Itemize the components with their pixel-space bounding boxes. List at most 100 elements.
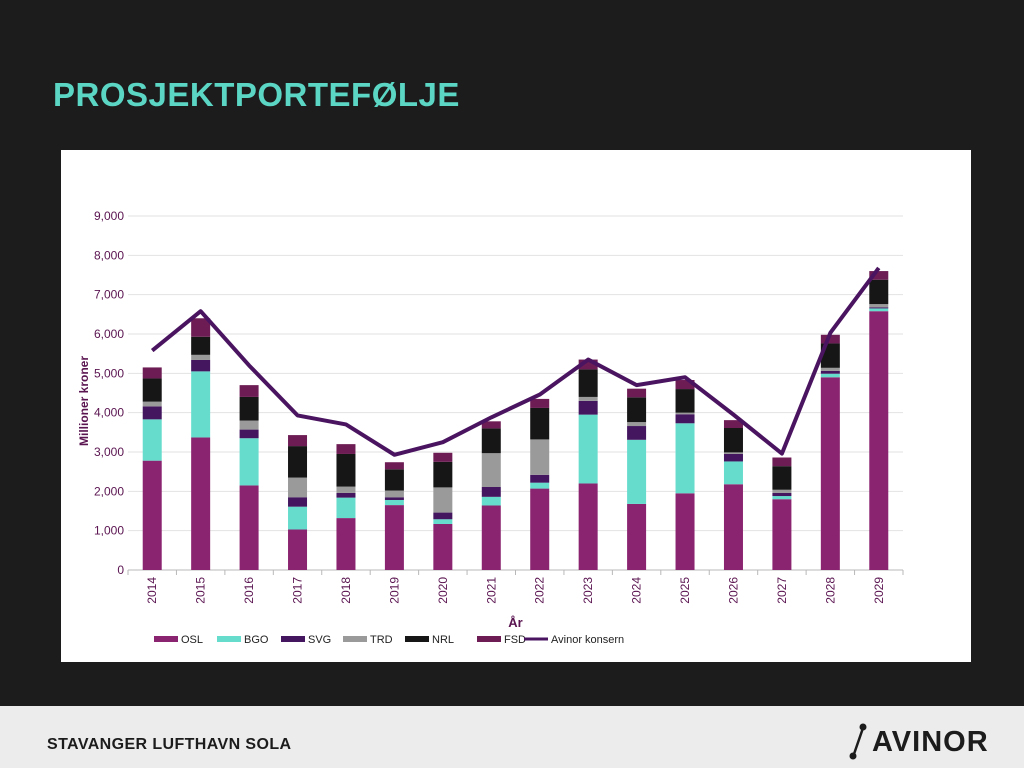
- y-tick-label: 8,000: [94, 248, 124, 262]
- bar-segment-fsd: [288, 435, 308, 447]
- y-tick-label: 1,000: [94, 524, 124, 538]
- bar-segment-fsd: [578, 359, 598, 370]
- bar-segment-svg: [433, 512, 453, 520]
- bar-segment-osl: [578, 483, 598, 570]
- page-title: PROSJEKTPORTEFØLJE: [53, 76, 460, 113]
- bar-segment-svg: [869, 307, 889, 309]
- bar-segment-nrl: [627, 397, 647, 423]
- bar-segment-bgo: [336, 497, 356, 519]
- x-tick-label: 2028: [823, 577, 837, 604]
- avinor-logo: AVINOR: [848, 720, 988, 762]
- bar-segment-bgo: [723, 461, 743, 485]
- bar-segment-osl: [433, 523, 453, 570]
- bar-segment-fsd: [772, 457, 792, 467]
- bar-segment-svg: [578, 400, 598, 415]
- bar-segment-bgo: [820, 373, 840, 378]
- bar-segment-osl: [481, 505, 501, 570]
- bar-segment-bgo: [675, 423, 695, 494]
- bar-segment-trd: [675, 412, 695, 415]
- legend-label: OSL: [181, 634, 203, 646]
- y-tick-label: 4,000: [94, 406, 124, 420]
- bar-segment-bgo: [288, 506, 308, 530]
- x-tick-label: 2026: [726, 577, 740, 604]
- bar-segment-nrl: [772, 466, 792, 490]
- bar-segment-trd: [627, 422, 647, 427]
- x-tick-label: 2021: [484, 577, 498, 604]
- bar-segment-osl: [288, 529, 308, 570]
- bar-segment-svg: [288, 497, 308, 507]
- bar-segment-svg: [723, 453, 743, 462]
- bar-segment-trd: [820, 367, 840, 371]
- bar-segment-svg: [481, 487, 501, 497]
- bar-segment-bgo: [627, 439, 647, 504]
- bar-segment-svg: [627, 426, 647, 440]
- bar-segment-osl: [627, 503, 647, 570]
- bar-segment-trd: [384, 490, 404, 498]
- y-tick-label: 2,000: [94, 484, 124, 498]
- legend-swatch: [343, 636, 367, 642]
- bar-segment-svg: [142, 406, 162, 420]
- line-series-avinor-konsern: [150, 266, 881, 457]
- bar-segment-trd: [481, 453, 501, 488]
- bar-segment-fsd: [627, 388, 647, 398]
- legend-swatch: [405, 636, 429, 642]
- bar-segment-svg: [820, 370, 840, 374]
- y-tick-label: 5,000: [94, 366, 124, 380]
- bar-segment-fsd: [481, 421, 501, 429]
- bar-segment-bgo: [772, 496, 792, 500]
- y-tick-label: 0: [117, 563, 124, 577]
- bar-segment-svg: [239, 429, 259, 439]
- x-tick-label: 2022: [533, 577, 547, 604]
- bar-segment-trd: [772, 489, 792, 493]
- bar-segment-fsd: [239, 385, 259, 397]
- bar-segment-nrl: [239, 396, 259, 421]
- bar-segment-nrl: [578, 369, 598, 397]
- x-tick-label: 2018: [339, 577, 353, 604]
- bar-segment-trd: [336, 486, 356, 493]
- bar-segment-nrl: [288, 446, 308, 478]
- bar-segment-fsd: [869, 271, 889, 280]
- x-axis-title: År: [508, 615, 522, 630]
- bar-segment-nrl: [869, 279, 889, 305]
- bar-segment-trd: [578, 396, 598, 401]
- x-tick-label: 2019: [387, 577, 401, 604]
- legend-swatch: [154, 636, 178, 642]
- bar-segment-trd: [723, 452, 743, 454]
- x-tick-label: 2027: [775, 577, 789, 604]
- bar-segment-osl: [336, 518, 356, 570]
- bar-segment-nrl: [336, 453, 356, 487]
- bar-segment-osl: [723, 484, 743, 570]
- x-tick-label: 2024: [630, 577, 644, 604]
- bar-segment-fsd: [142, 367, 162, 379]
- bar-segment-fsd: [384, 462, 404, 470]
- bar-segment-trd: [191, 354, 211, 360]
- x-tick-label: 2020: [436, 577, 450, 604]
- bar-segment-trd: [142, 401, 162, 407]
- bar-segment-bgo: [191, 371, 211, 438]
- legend-label: FSD: [504, 634, 526, 646]
- bar-segment-nrl: [481, 428, 501, 454]
- bar-segment-nrl: [675, 389, 695, 413]
- bar-segment-osl: [772, 499, 792, 570]
- bar-segment-nrl: [384, 469, 404, 491]
- bar-segment-bgo: [142, 419, 162, 461]
- bar-segment-osl: [530, 488, 550, 570]
- chart-panel: 0 1,000 2,000 3,000 4,000 5,000 6,000 7,000 8,00…: [61, 150, 971, 662]
- bar-segment-trd: [433, 487, 453, 513]
- bar-segment-osl: [675, 493, 695, 570]
- bar-segment-osl: [191, 437, 211, 570]
- legend-swatch: [281, 636, 305, 642]
- legend-label: BGO: [244, 634, 269, 646]
- bar-segment-osl: [820, 377, 840, 570]
- bar-segment-bgo: [578, 414, 598, 484]
- bar-segment-svg: [675, 414, 695, 424]
- x-tick-label: 2029: [872, 577, 886, 604]
- bar-segment-svg: [191, 359, 211, 372]
- bar-segment-fsd: [433, 452, 453, 462]
- legend-label: Avinor konsern: [551, 634, 624, 646]
- x-tick-label: 2014: [145, 577, 159, 604]
- bar-segment-trd: [239, 420, 259, 430]
- bar-segment-nrl: [723, 428, 743, 453]
- bar-segment-fsd: [820, 334, 840, 344]
- x-tick-label: 2017: [291, 577, 305, 604]
